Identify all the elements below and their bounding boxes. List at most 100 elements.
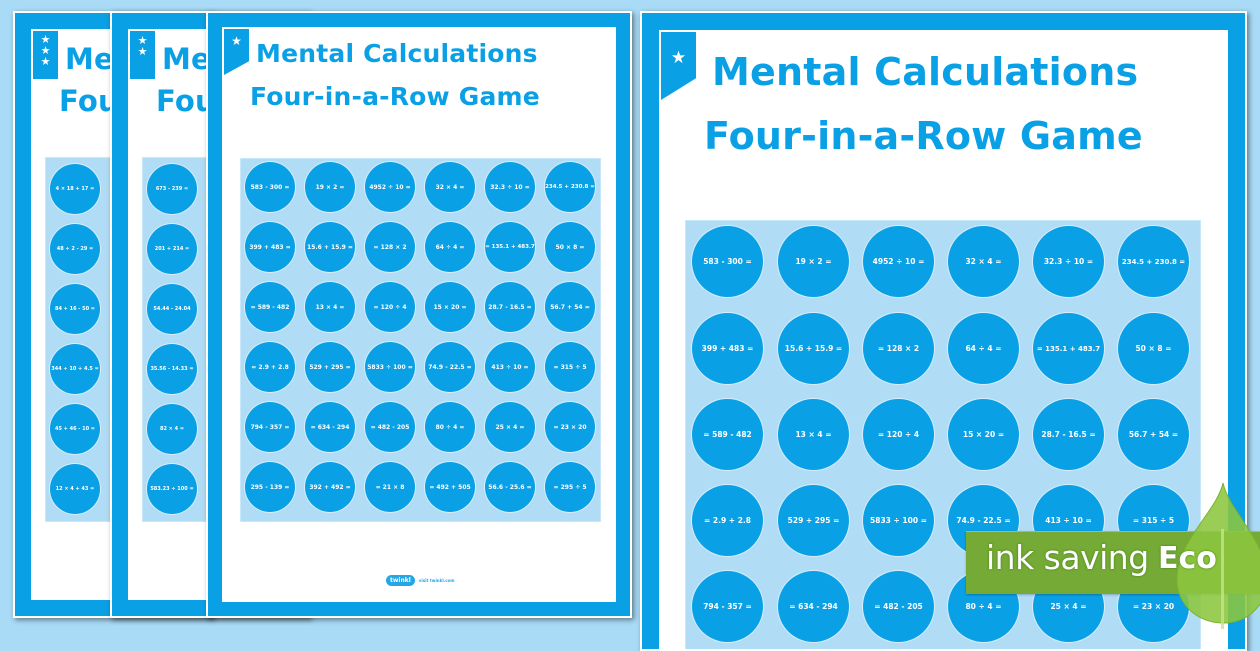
calc-cell[interactable]: 413 ÷ 10 = [485,342,535,392]
calc-cell[interactable]: 45 + 46 - 10 = [50,404,100,454]
calc-cell[interactable]: = 589 - 482 [692,399,763,470]
calc-cell[interactable]: 56.7 + 54 = [545,282,595,332]
calc-cell[interactable]: 35.56 - 14.33 = [147,344,197,394]
twinkl-footer-logo: twinkl visit twinkl.com [386,575,455,586]
calc-cell[interactable]: 794 - 357 = [692,571,763,642]
calc-cell[interactable]: 19 × 2 = [778,226,849,297]
calc-cell[interactable]: 32.3 ÷ 10 = [1033,226,1104,297]
difficulty-ribbon: ★ ★ ★ [33,31,58,79]
calc-cell[interactable]: = 2.9 + 2.8 [245,342,295,392]
calc-cell[interactable]: = 482 - 205 [863,571,934,642]
calc-cell[interactable]: 13 × 4 = [778,399,849,470]
game-board: 583 - 300 = 19 × 2 = 4952 ÷ 10 = 32 × 4 … [685,220,1201,649]
calc-cell[interactable]: = 315 ÷ 5 [545,342,595,392]
calc-cell[interactable]: = 23 × 20 [545,402,595,452]
star-icon: ★ [137,34,148,47]
calc-cell[interactable]: = 135.1 + 483.7 [1033,313,1104,384]
calc-cell[interactable]: 84 + 16 - 50 = [50,284,100,334]
calc-cell[interactable]: 82 × 4 = [147,404,197,454]
calc-cell[interactable]: 529 + 295 = [305,342,355,392]
calc-cell[interactable]: = 21 × 8 [365,462,415,512]
calc-cell[interactable]: 234.5 + 230.8 = [1118,226,1189,297]
calc-cell[interactable]: = 295 ÷ 5 [545,462,595,512]
calc-cell[interactable]: 50 × 8 = [1118,313,1189,384]
calc-cell[interactable]: 583 - 300 = [245,162,295,212]
calc-cell[interactable]: 4952 ÷ 10 = [863,226,934,297]
calc-cell[interactable]: 64 ÷ 4 = [425,222,475,272]
calc-cell[interactable]: = 492 + 505 [425,462,475,512]
calc-cell[interactable]: 529 + 295 = [778,485,849,556]
calc-cell[interactable]: 583.23 ÷ 100 = [147,464,197,514]
calc-cell[interactable]: 344 ÷ 10 + 4.5 = [50,344,100,394]
star-icon: ★ [40,33,51,46]
calc-cell[interactable]: 583 - 300 = [692,226,763,297]
preview-page-1-star-small: ★ Mental Calculations Four-in-a-Row Game… [206,11,632,618]
eco-leaf-drop-icon [1176,482,1260,629]
calc-cell[interactable]: 295 - 139 = [245,462,295,512]
calc-cell[interactable]: = 120 ÷ 4 [863,399,934,470]
calc-cell[interactable]: = 2.9 + 2.8 [692,485,763,556]
page-title-line1: Mental Calculations [256,39,538,68]
calc-cell[interactable]: 234.5 + 230.8 = [545,162,595,212]
star-icon: ★ [40,55,51,68]
difficulty-ribbon: ★ ★ [130,31,155,79]
calc-cell[interactable]: 399 + 483 = [692,313,763,384]
page-title-line2: Fou [59,84,119,118]
twinkl-logo: twinkl [386,575,415,586]
calc-cell[interactable]: 4952 ÷ 10 = [365,162,415,212]
calc-cell[interactable]: 399 + 483 = [245,222,295,272]
twinkl-url: visit twinkl.com [418,578,455,583]
page-title-line2: Four-in-a-Row Game [250,82,540,111]
calc-cell[interactable]: = 482 - 205 [365,402,415,452]
page-title-line1: Me [162,42,211,76]
calc-cell[interactable]: = 128 × 2 [365,222,415,272]
calc-cell[interactable]: 12 × 4 + 43 = [50,464,100,514]
calc-cell[interactable]: 50 × 8 = [545,222,595,272]
calc-cell[interactable]: 15 × 20 = [425,282,475,332]
calc-cell[interactable]: = 135.1 + 483.7 [485,222,535,272]
calc-cell[interactable]: = 634 - 294 [778,571,849,642]
game-board: 583 - 300 = 19 × 2 = 4952 ÷ 10 = 32 × 4 … [240,158,601,522]
page-title-line2: Four-in-a-Row Game [704,114,1143,158]
page-title-line1: Me [65,42,114,76]
calc-cell[interactable]: 80 ÷ 4 = [425,402,475,452]
calc-cell[interactable]: 5833 ÷ 100 = [863,485,934,556]
star-icon: ★ [231,34,242,48]
calc-cell[interactable]: 673 - 239 = [147,164,197,214]
calc-cell[interactable]: 32.3 ÷ 10 = [485,162,535,212]
calc-cell[interactable]: = 589 - 482 [245,282,295,332]
calc-cell[interactable]: 392 + 492 = [305,462,355,512]
calc-cell[interactable]: 4 × 18 + 17 = [50,164,100,214]
calc-cell[interactable]: 5833 ÷ 100 = [365,342,415,392]
calc-cell[interactable]: 48 ÷ 2 - 29 = [50,224,100,274]
calc-cell[interactable]: 15.6 + 15.9 = [305,222,355,272]
calc-cell[interactable]: = 128 × 2 [863,313,934,384]
difficulty-ribbon: ★ [661,32,696,100]
calc-cell[interactable]: 32 × 4 = [948,226,1019,297]
calc-cell[interactable]: 25 × 4 = [485,402,535,452]
calc-cell[interactable]: 74.9 - 22.5 = [425,342,475,392]
calc-cell[interactable]: 56.7 + 54 = [1118,399,1189,470]
star-icon: ★ [40,44,51,57]
calc-cell[interactable]: 15.6 + 15.9 = [778,313,849,384]
page-title-line2: Fou [156,84,216,118]
calc-cell[interactable]: 28.7 - 16.5 = [1033,399,1104,470]
calc-cell[interactable]: 15 × 20 = [948,399,1019,470]
calc-cell[interactable]: 32 × 4 = [425,162,475,212]
page-title-line1: Mental Calculations [712,50,1139,94]
ink-saving-text: ink saving [986,538,1149,577]
calc-cell[interactable]: 54.44 - 24.04 [147,284,197,334]
calc-cell[interactable]: 28.7 - 16.5 = [485,282,535,332]
calc-cell[interactable]: 13 × 4 = [305,282,355,332]
calc-cell[interactable]: = 120 ÷ 4 [365,282,415,332]
difficulty-ribbon: ★ [224,29,249,75]
calc-cell[interactable]: 201 + 214 = [147,224,197,274]
calc-cell[interactable]: 56.6 - 25.6 = [485,462,535,512]
calc-cell[interactable]: = 634 - 294 [305,402,355,452]
star-icon: ★ [670,48,687,68]
calc-cell[interactable]: 794 - 357 = [245,402,295,452]
star-icon: ★ [137,45,148,58]
calc-cell[interactable]: 64 ÷ 4 = [948,313,1019,384]
calc-cell[interactable]: 19 × 2 = [305,162,355,212]
eco-label: Eco [1158,541,1217,576]
